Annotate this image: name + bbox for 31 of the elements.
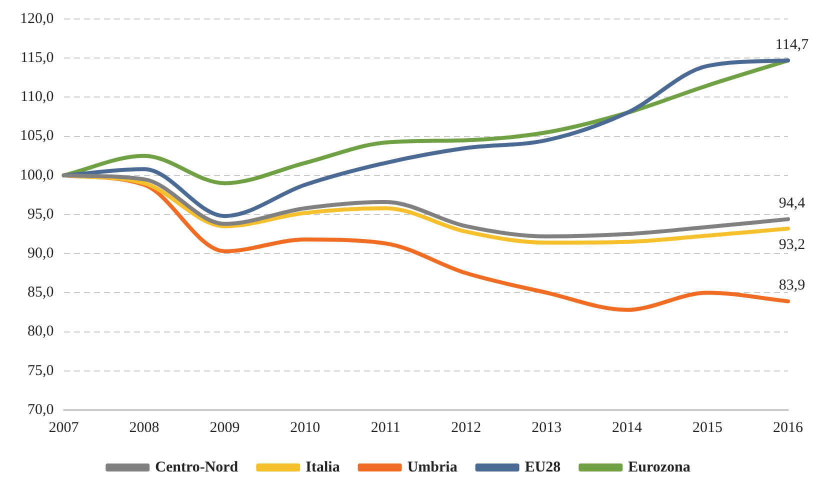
x-tick-label: 2007 bbox=[48, 420, 80, 436]
y-tick-label: 70,0 bbox=[28, 402, 54, 418]
y-tick-label: 105,0 bbox=[20, 128, 54, 144]
x-tick-label: 2013 bbox=[532, 420, 562, 436]
x-tick-label: 2012 bbox=[451, 420, 482, 436]
x-tick-label: 2008 bbox=[129, 420, 160, 436]
x-tick-label: 2016 bbox=[773, 420, 804, 436]
data-label: 94,4 bbox=[778, 196, 806, 212]
y-tick-label: 120,0 bbox=[20, 10, 54, 27]
y-tick-label: 75,0 bbox=[28, 362, 54, 379]
line-series bbox=[62, 58, 790, 186]
legend-label: Umbria bbox=[407, 459, 458, 476]
x-tick-label: 2010 bbox=[290, 420, 320, 436]
y-tick-label: 85,0 bbox=[28, 284, 54, 301]
data-label: 93,2 bbox=[778, 237, 806, 254]
data-label: 114,7 bbox=[775, 36, 810, 53]
legend-label: Centro-Nord bbox=[155, 459, 239, 476]
legend-label: Italia bbox=[306, 459, 340, 476]
x-tick-label: 2015 bbox=[692, 420, 723, 436]
legend-label: EU28 bbox=[524, 459, 561, 476]
y-tick-label: 95,0 bbox=[28, 206, 54, 222]
legend-label: Eurozona bbox=[628, 459, 691, 476]
x-tick-label: 2011 bbox=[370, 420, 400, 436]
y-tick-label: 110,0 bbox=[20, 89, 54, 106]
y-tick-label: 90,0 bbox=[28, 246, 54, 262]
x-tick-label: 2009 bbox=[210, 420, 240, 436]
y-tick-label: 115,0 bbox=[20, 50, 54, 66]
y-tick-label: 100,0 bbox=[20, 167, 54, 184]
y-tick-label: 80,0 bbox=[28, 324, 54, 340]
x-tick-label: 2014 bbox=[612, 420, 643, 436]
data-label: 83,9 bbox=[778, 278, 806, 294]
